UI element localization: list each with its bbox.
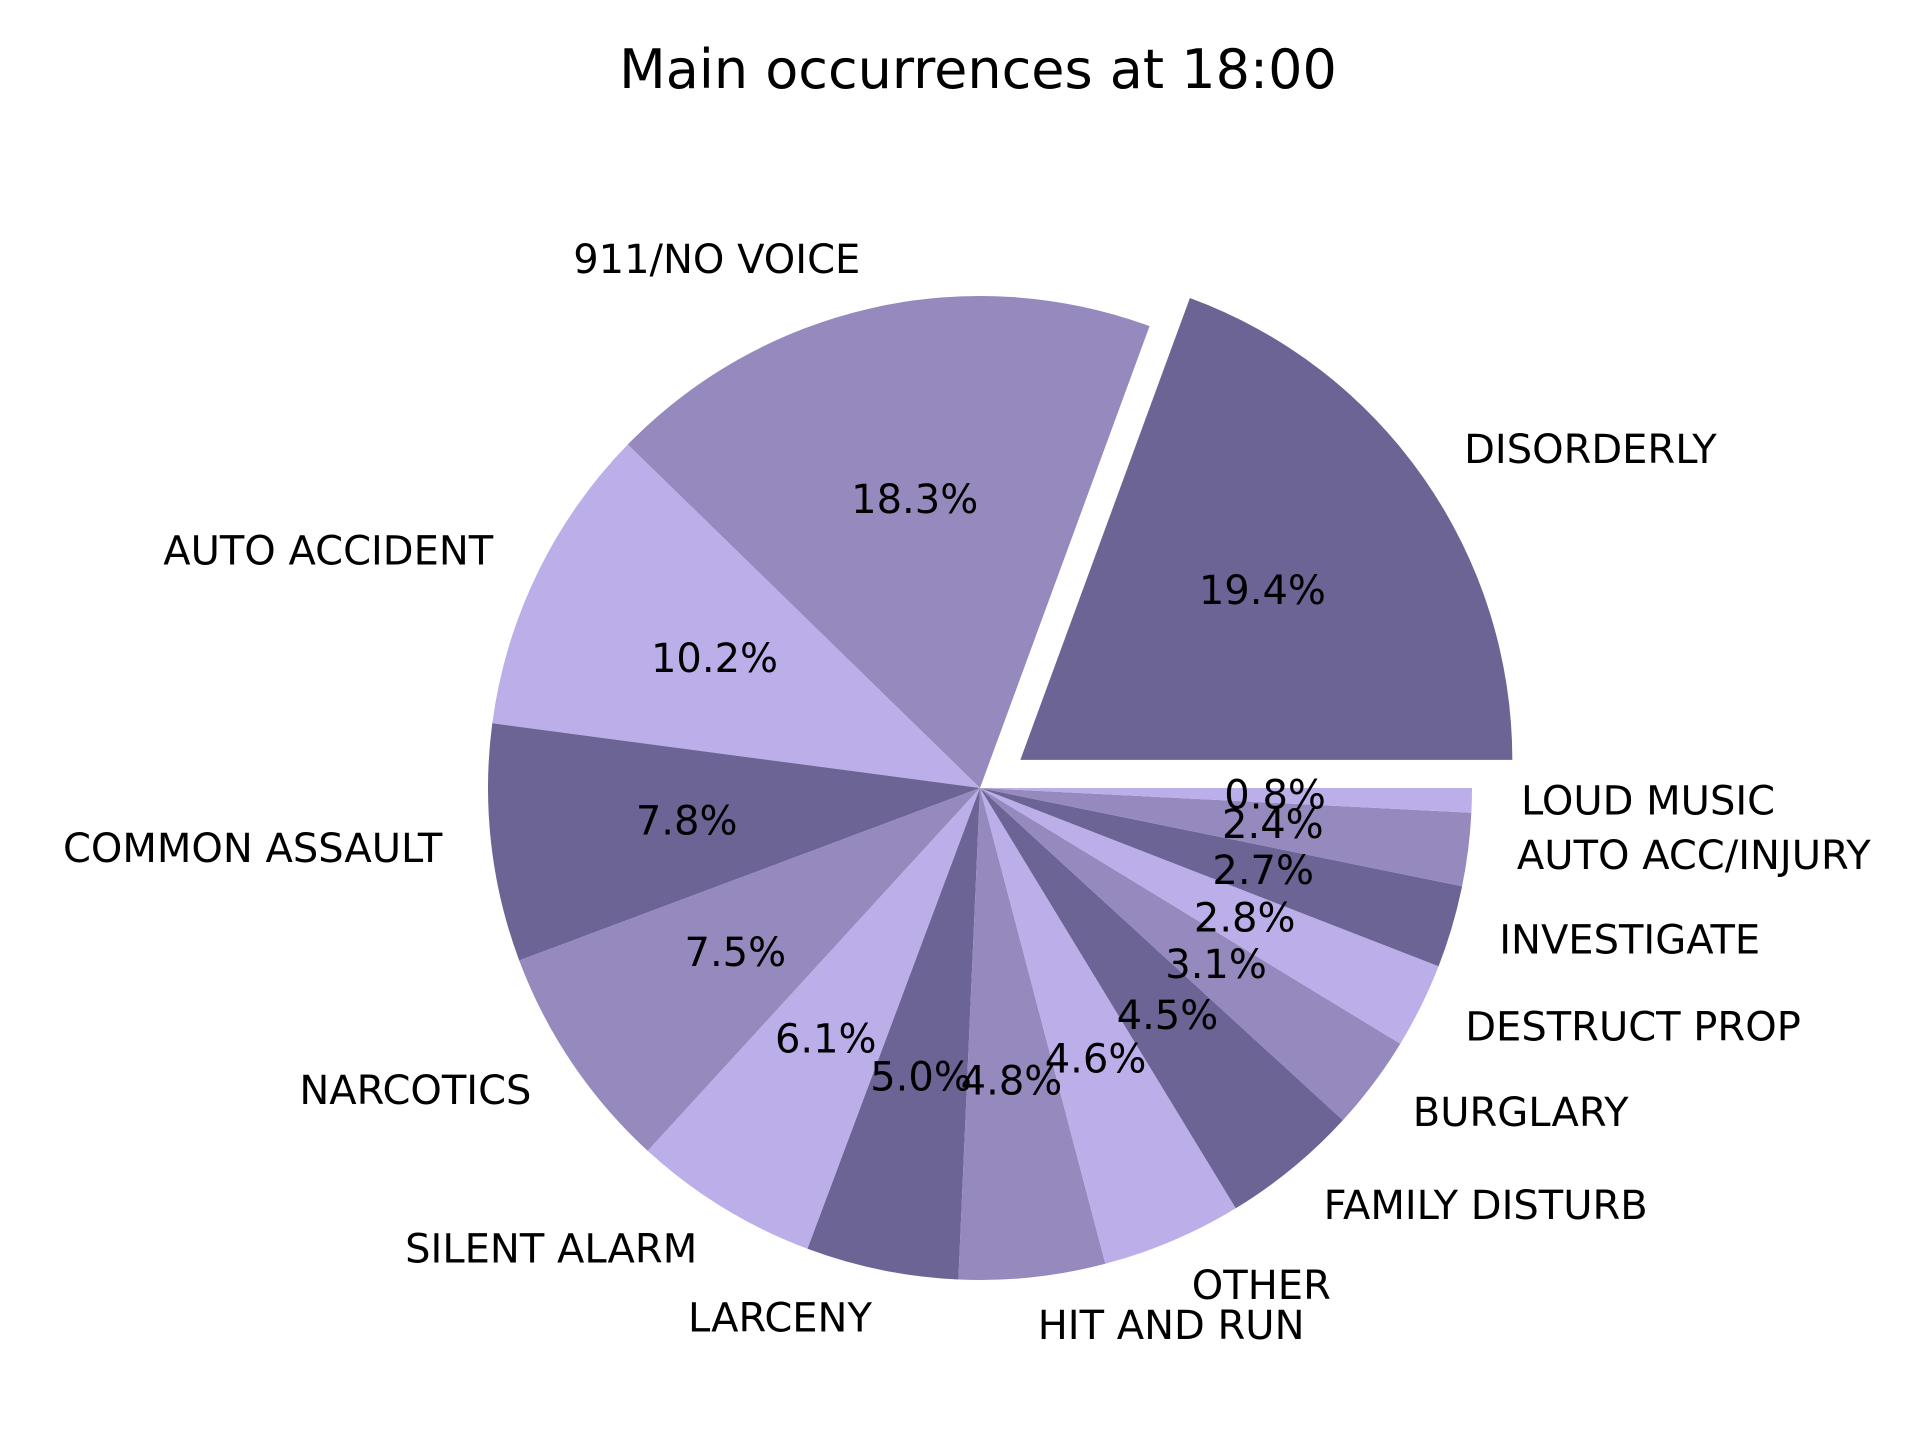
slice-label-silent-alarm: SILENT ALARM — [405, 1226, 697, 1272]
chart-title: Main occurrences at 18:00 — [619, 38, 1337, 101]
pct-label-hit-and-run: 4.8% — [961, 1059, 1063, 1105]
slice-label-common-assault: COMMON ASSAULT — [63, 826, 443, 872]
slice-label-911-no-voice: 911/NO VOICE — [573, 237, 860, 283]
slice-label-disorderly: DISORDERLY — [1464, 427, 1717, 473]
pie-slice-burglary — [980, 788, 1401, 1121]
slice-label-hit-and-run: HIT AND RUN — [1038, 1303, 1305, 1349]
percentage-labels: 19.4% 18.3% 10.2% 7.8% 7.5% 6.1%5.0%4.8%4.6%4… — [636, 477, 1326, 1104]
pie-slice-other — [980, 788, 1236, 1264]
slice-label-destruct-prop: DESTRUCT PROP — [1465, 1005, 1801, 1051]
slice-label-burglary: BURGLARY — [1413, 1090, 1629, 1136]
pct-label-destruct-prop: 2.8% — [1194, 896, 1296, 942]
slice-label-auto-acc-injury: AUTO ACC/INJURY — [1517, 833, 1871, 879]
pie-slice-disorderly — [1020, 297, 1513, 760]
pct-label-other: 4.6% — [1045, 1037, 1147, 1083]
pct-label-common-assault: 7.8% — [636, 798, 738, 844]
pie-slice-auto-accident — [492, 444, 980, 788]
pie-slice-common-assault — [488, 723, 980, 961]
pie-slice-911-no-voice — [627, 296, 1150, 788]
pie-slice-loud-music — [980, 788, 1472, 813]
pie-slice-narcotics — [519, 788, 980, 1151]
pie-slice-auto-acc-injury — [980, 788, 1472, 887]
pie-slice-destruct-prop — [980, 788, 1439, 1044]
pct-label-investigate: 2.7% — [1212, 848, 1314, 894]
pie-slice-investigate — [980, 788, 1463, 967]
pct-label-loud-music: 0.8% — [1224, 772, 1326, 818]
pct-label-auto-accident: 10.2% — [651, 636, 778, 682]
pct-label-family-disturb: 4.5% — [1117, 993, 1219, 1039]
pie-slice-silent-alarm — [647, 788, 980, 1249]
pie-slice-hit-and-run — [958, 788, 1106, 1281]
pct-label-auto-acc-injury: 2.4% — [1222, 802, 1324, 848]
pct-label-silent-alarm: 6.1% — [775, 1017, 877, 1063]
slice-label-investigate: INVESTIGATE — [1499, 918, 1760, 964]
pie-slice-larceny — [807, 788, 980, 1280]
pct-label-larceny: 5.0% — [870, 1054, 972, 1100]
slice-label-other: OTHER — [1192, 1263, 1331, 1309]
pct-label-narcotics: 7.5% — [685, 930, 787, 976]
slice-label-loud-music: LOUD MUSIC — [1521, 779, 1775, 825]
slice-label-auto-accident: AUTO ACCIDENT — [163, 528, 494, 574]
slice-labels: DISORDERLY 911/NO VOICE AUTO ACCIDENT COMMO… — [63, 237, 1871, 1349]
slice-label-family-disturb: FAMILY DISTURB — [1324, 1183, 1648, 1229]
pie-slices — [488, 296, 1513, 1281]
pie-slice-family-disturb — [980, 788, 1343, 1209]
pct-label-911-no-voice: 18.3% — [851, 477, 978, 523]
pct-label-disorderly: 19.4% — [1199, 568, 1326, 614]
pct-label-burglary: 3.1% — [1165, 942, 1267, 988]
slice-label-narcotics: NARCOTICS — [299, 1068, 531, 1114]
slice-label-larceny: LARCENY — [688, 1295, 872, 1341]
